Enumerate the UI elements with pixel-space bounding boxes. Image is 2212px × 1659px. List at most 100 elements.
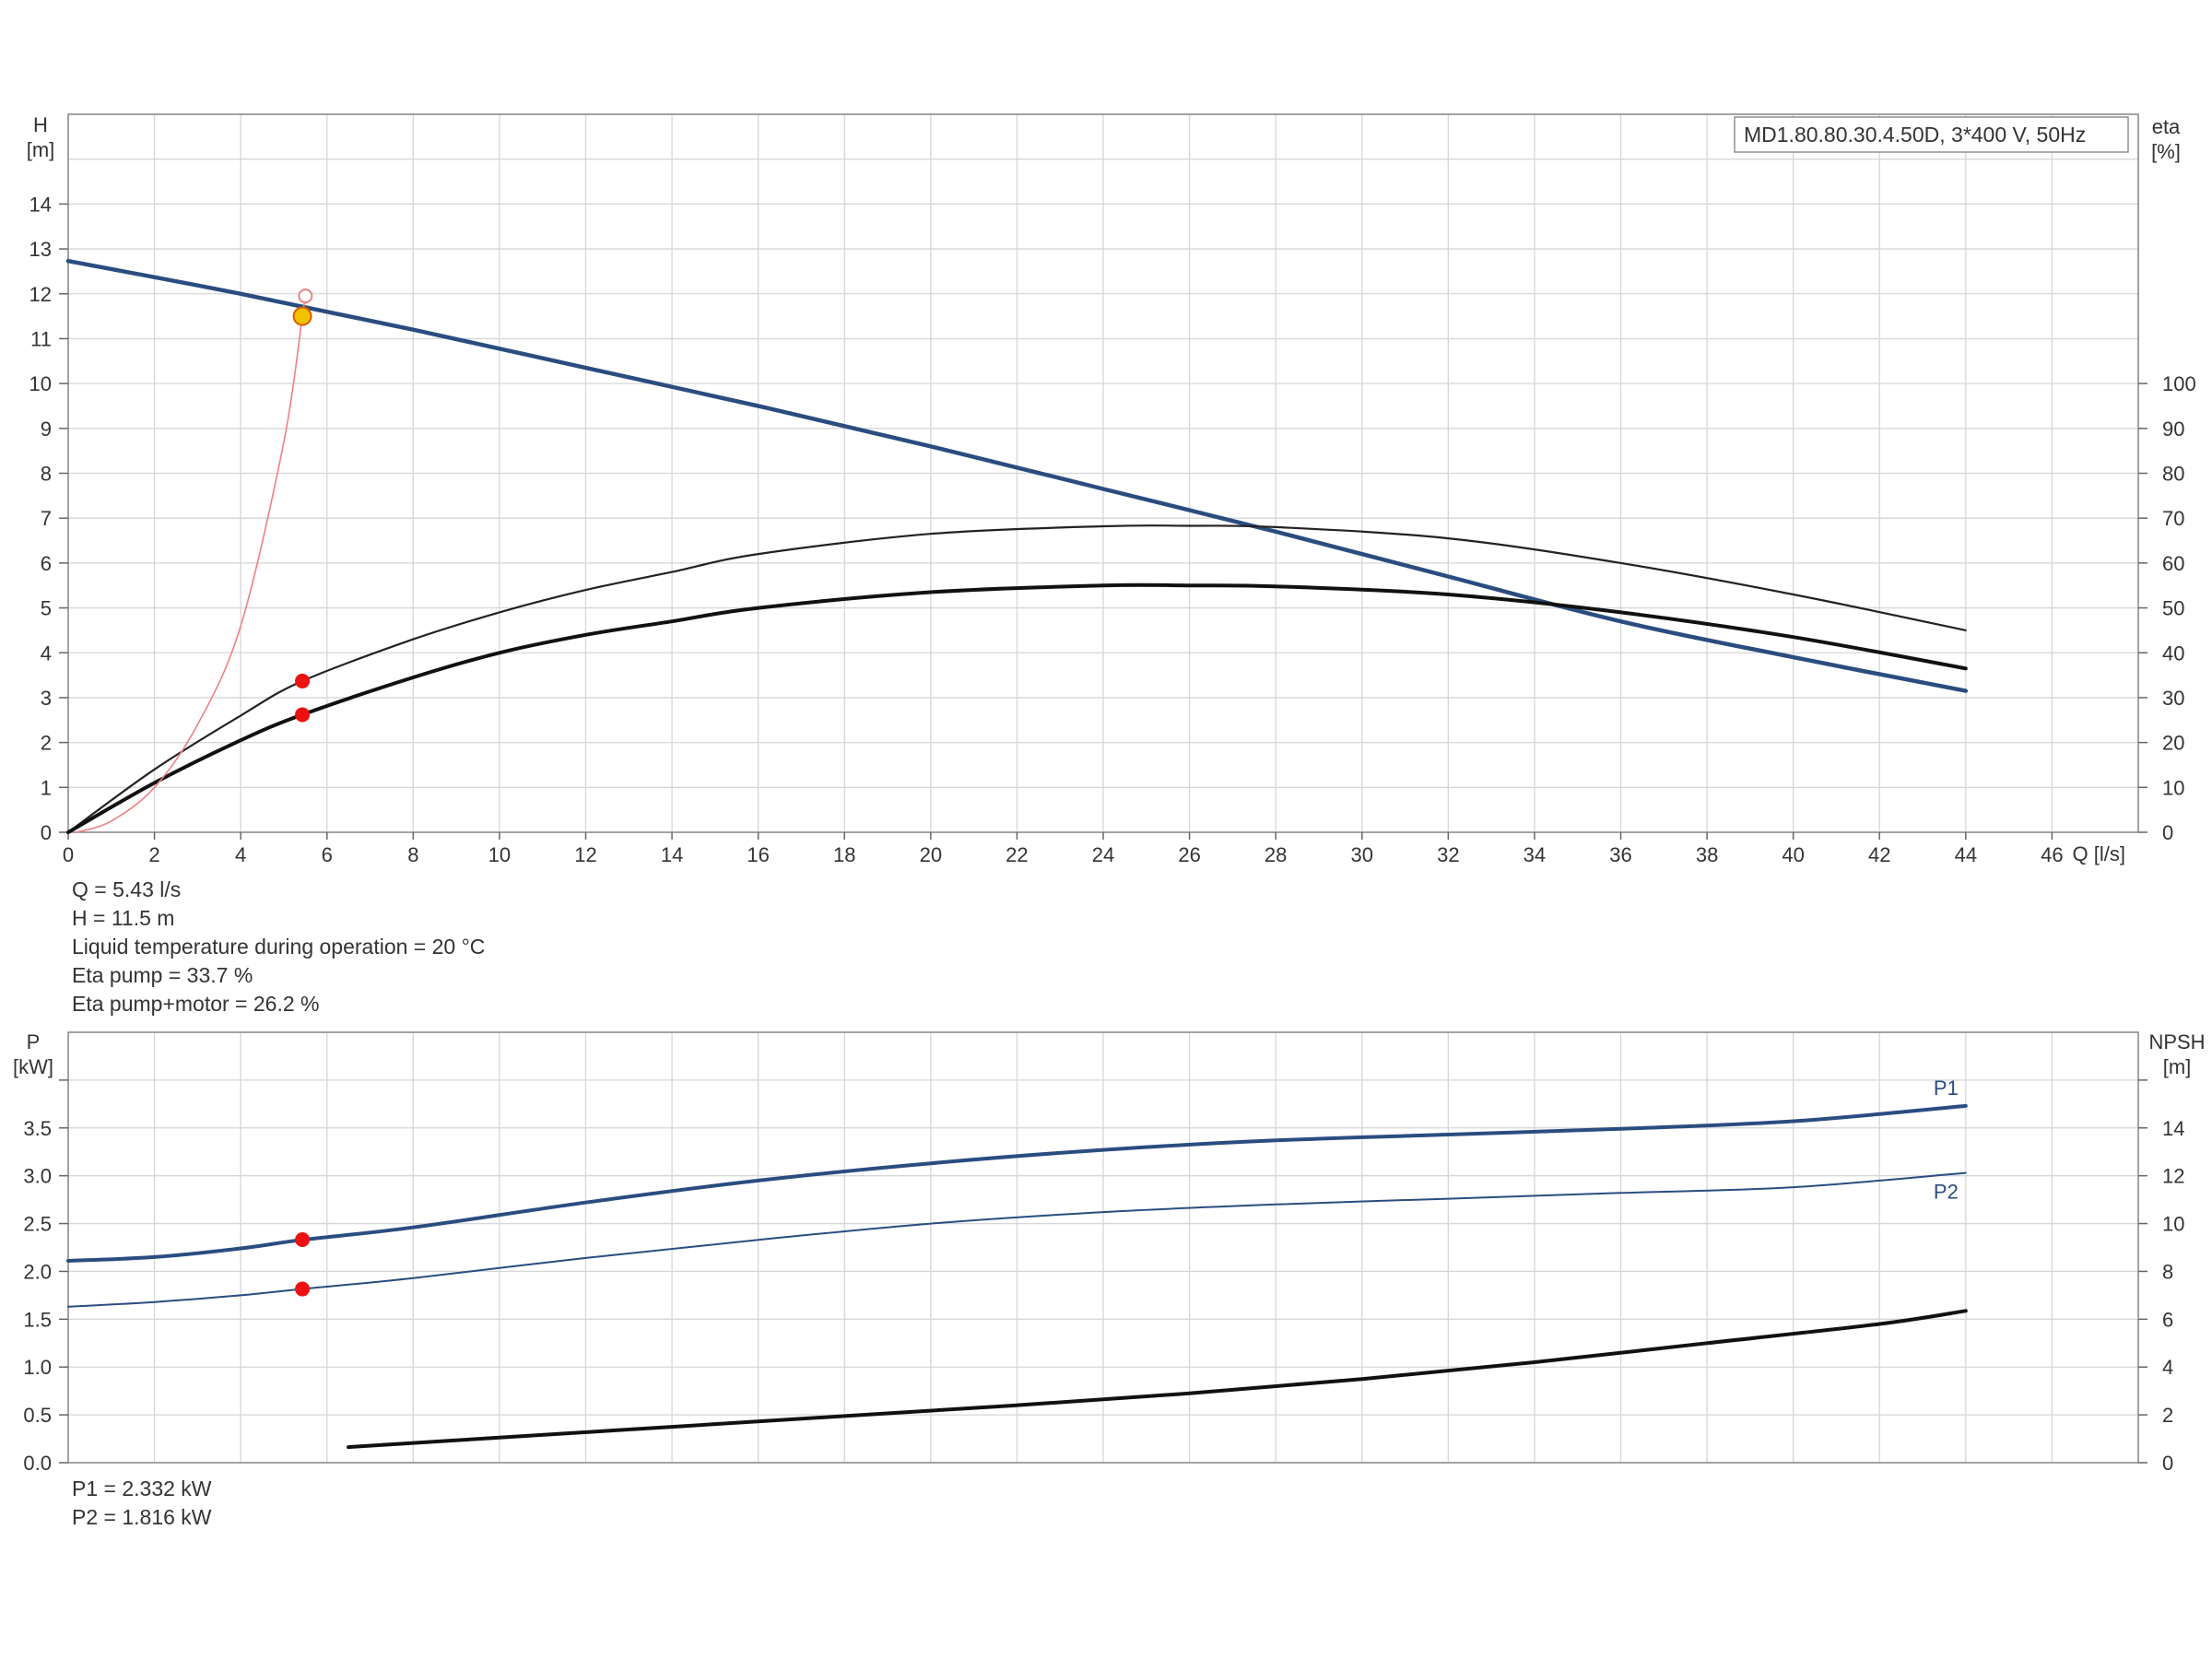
- top-y-right-tick-label: 70: [2162, 507, 2184, 530]
- duty-q: Q = 5.43 l/s: [72, 877, 182, 901]
- duty-point-marker: [292, 306, 312, 326]
- top-y-tick-label: 13: [29, 238, 52, 261]
- bottom-y-right-tick-label: 8: [2162, 1260, 2173, 1283]
- bottom-y-axis-label: P: [27, 1030, 41, 1053]
- x-tick-label: 46: [2041, 843, 2063, 866]
- x-tick-label: 22: [1006, 843, 1028, 866]
- x-tick-label: 34: [1524, 843, 1546, 866]
- bottom-y-right-axis-label: NPSH: [2148, 1030, 2205, 1053]
- top-y-tick-label: 6: [41, 552, 52, 575]
- top-y-right-tick-label: 80: [2162, 463, 2184, 486]
- curve-P1: [66, 1103, 1968, 1263]
- top-y-right-axis-label: eta: [2152, 115, 2181, 138]
- x-tick-label: 20: [920, 843, 942, 866]
- duty-liquid-temperature: Liquid temperature during operation = 20…: [72, 935, 486, 959]
- x-axis-label: Q [l/s]: [2073, 842, 2125, 865]
- duty-eta-pump: Eta pump = 33.7 %: [72, 963, 253, 987]
- top-y-tick-label: 8: [41, 463, 52, 486]
- top-y-right-tick-label: 10: [2162, 776, 2184, 799]
- top-y-tick-label: 0: [41, 821, 52, 844]
- x-tick-label: 18: [833, 843, 855, 866]
- duty-point-marker: [295, 707, 311, 723]
- x-tick-label: 16: [747, 843, 769, 866]
- bottom-y-tick-label: 1.5: [23, 1308, 52, 1331]
- power-p1: P1 = 2.332 kW: [72, 1477, 212, 1500]
- x-tick-label: 2: [148, 843, 159, 866]
- system-curve-end-marker: [298, 288, 313, 304]
- x-tick-label: 10: [488, 843, 511, 866]
- x-tick-label: 4: [235, 843, 246, 866]
- duty-point-info: Q = 5.43 l/s H = 11.5 m Liquid temperatu…: [72, 876, 485, 1018]
- curve-H: [65, 258, 1969, 693]
- x-tick-label: 30: [1351, 843, 1373, 866]
- top-y-right-tick-label: 100: [2162, 372, 2196, 395]
- bottom-y-tick-label: 3.0: [23, 1165, 52, 1188]
- bottom-y-right-tick-label: 6: [2162, 1308, 2173, 1331]
- x-tick-label: 40: [1782, 843, 1804, 866]
- bottom-y-tick-label: 2.0: [23, 1260, 52, 1283]
- bottom-y-right-tick-label: 14: [2162, 1117, 2184, 1140]
- duty-h: H = 11.5 m: [72, 906, 175, 930]
- bottom-y-tick-label: 0.5: [23, 1404, 52, 1427]
- top-y-tick-label: 9: [41, 418, 52, 441]
- bottom-y-tick-label: 1.0: [23, 1356, 52, 1379]
- bottom-y-right-tick-label: 2: [2162, 1404, 2173, 1427]
- top-y-right-tick-label: 90: [2162, 418, 2184, 441]
- bottom-y-right-tick-label: 10: [2162, 1213, 2184, 1236]
- x-tick-label: 32: [1437, 843, 1459, 866]
- x-tick-label: 28: [1265, 843, 1287, 866]
- pump-model-box: [1734, 116, 2129, 153]
- bottom-plot-frame: [67, 1031, 2139, 1464]
- series-label-P1: P1: [1934, 1077, 1959, 1100]
- top-y-tick-label: 11: [30, 327, 52, 350]
- top-y-axis-unit: [m]: [27, 138, 55, 161]
- top-y-tick-label: 4: [41, 641, 52, 665]
- top-y-axis-label: H: [33, 113, 48, 136]
- top-y-tick-label: 14: [29, 193, 52, 216]
- x-tick-label: 6: [322, 843, 333, 866]
- top-y-tick-label: 2: [41, 732, 52, 755]
- top-y-right-tick-label: 20: [2162, 732, 2184, 755]
- curve-NPSH: [347, 1309, 1968, 1450]
- power-duty-point-marker: [295, 1231, 311, 1247]
- top-y-right-tick-label: 60: [2162, 552, 2184, 575]
- top-y-tick-label: 7: [41, 507, 52, 530]
- x-tick-label: 8: [407, 843, 418, 866]
- bottom-y-tick-label: 0.0: [23, 1452, 52, 1475]
- top-y-right-tick-label: 30: [2162, 687, 2184, 710]
- x-tick-label: 36: [1609, 843, 1631, 866]
- bottom-y-right-tick-label: 4: [2162, 1356, 2173, 1379]
- top-y-right-tick-label: 0: [2162, 821, 2173, 844]
- duty-eta-pump-motor: Eta pump+motor = 26.2 %: [72, 992, 320, 1016]
- x-tick-label: 24: [1092, 843, 1114, 866]
- top-y-right-tick-label: 40: [2162, 641, 2184, 665]
- top-y-tick-label: 12: [29, 283, 52, 306]
- bottom-y-tick-label: 3.5: [23, 1117, 52, 1140]
- power-info: P1 = 2.332 kW P2 = 1.816 kW: [72, 1475, 212, 1532]
- top-y-tick-label: 1: [41, 776, 52, 799]
- duty-point-marker: [295, 673, 311, 688]
- bottom-y-right-axis-unit: [m]: [2163, 1055, 2192, 1078]
- x-tick-label: 38: [1696, 843, 1718, 866]
- top-y-right-tick-label: 50: [2162, 597, 2184, 620]
- series-label-P2: P2: [1934, 1181, 1959, 1204]
- x-tick-label: 14: [661, 843, 683, 866]
- curve-P2: [67, 1171, 1967, 1308]
- top-y-tick-label: 5: [41, 597, 52, 620]
- bottom-y-axis-unit: [kW]: [13, 1055, 53, 1078]
- x-tick-label: 26: [1178, 843, 1200, 866]
- curve-system: [76, 297, 307, 833]
- x-tick-label: 44: [1955, 843, 1977, 866]
- bottom-y-tick-label: 2.5: [23, 1213, 52, 1236]
- bottom-y-right-tick-label: 0: [2162, 1452, 2173, 1475]
- bottom-y-right-tick-label: 12: [2162, 1165, 2184, 1188]
- top-y-right-axis-unit: [%]: [2151, 140, 2181, 163]
- x-tick-label: 42: [1868, 843, 1890, 866]
- power-duty-point-marker: [295, 1281, 311, 1297]
- x-tick-label: 12: [574, 843, 596, 866]
- top-y-tick-label: 3: [41, 687, 52, 710]
- power-p2: P2 = 1.816 kW: [72, 1505, 212, 1529]
- pump-model-label: MD1.80.80.30.4.50D, 3*400 V, 50Hz: [1744, 123, 2086, 147]
- top-y-tick-label: 10: [29, 372, 52, 395]
